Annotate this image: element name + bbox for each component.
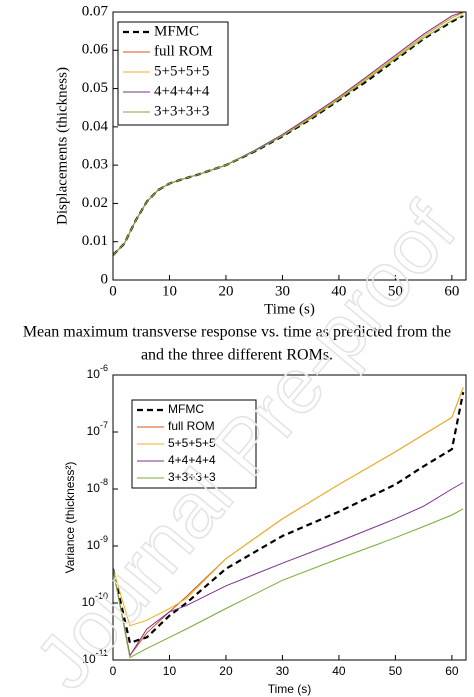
y-tick-label: 0.05 — [82, 80, 108, 96]
x-tick-label: 20 — [219, 664, 233, 678]
x-tick-label: 60 — [445, 664, 459, 678]
chart-1: 0 10 20 30 40 50 60 0 0.01 0.02 0.03 0.04 0.05 0.06 0.… — [54, 3, 467, 317]
y-tick-label: 10-8 — [87, 477, 108, 495]
series-line — [113, 482, 464, 657]
legend-label: 4+4+4+4 — [154, 83, 210, 99]
x-tick-label: 10 — [162, 283, 177, 299]
x-axis-label: Time (s) — [264, 301, 315, 317]
caption-line: and the three different ROMs. — [141, 347, 333, 364]
y-tick-label: 0.02 — [82, 195, 108, 211]
x-tick-label: 20 — [218, 283, 233, 299]
x-tick-label: 0 — [109, 283, 117, 299]
series-line — [113, 387, 464, 627]
legend-box — [117, 21, 229, 126]
x-tick-label: 0 — [110, 664, 117, 678]
axes-box — [112, 11, 467, 281]
legend-label: full ROM — [154, 43, 213, 59]
y-tick-label: 10-9 — [87, 534, 108, 552]
y-tick-label: 0 — [101, 271, 109, 287]
y-tick-label: 0.07 — [82, 3, 109, 19]
series-line — [113, 391, 465, 645]
y-tick-label: 10-7 — [87, 420, 108, 438]
x-tick-label: 30 — [276, 664, 290, 678]
legend-label: MFMC — [168, 402, 204, 416]
series-line — [113, 508, 464, 659]
chart-2: 0 10 20 30 40 50 60 10-11 10-10 10-9 10-8 10-7 10-6 T… — [63, 363, 467, 696]
legend-label: full ROM — [168, 419, 215, 433]
x-tick-label: 50 — [388, 283, 403, 299]
caption-line: Mean maximum transverse response vs. tim… — [23, 324, 451, 341]
x-tick-label: 40 — [332, 664, 346, 678]
series-line — [113, 14, 464, 256]
y-tick-label: 10-6 — [87, 363, 108, 381]
axes-box — [112, 374, 467, 661]
legend-label: 5+5+5+5 — [154, 63, 209, 79]
y-axis-label: Displacements (thickness) — [54, 67, 70, 225]
x-axis-label: Time (s) — [268, 682, 312, 696]
x-tick-label: 30 — [275, 283, 290, 299]
y-tick-label: 0.04 — [82, 118, 109, 134]
x-tick-label: 40 — [331, 283, 346, 299]
y-tick-label: 0.01 — [82, 233, 108, 249]
y-tick-label: 0.06 — [82, 42, 109, 58]
y-tick-label: 0.03 — [82, 157, 108, 173]
y-tick-label: 10-11 — [82, 648, 108, 666]
legend-label: 5+5+5+5 — [168, 436, 216, 450]
y-tick-label: 10-10 — [82, 591, 108, 609]
x-tick-label: 60 — [444, 283, 459, 299]
watermark: Journal Pre-proof — [18, 187, 473, 697]
x-tick-label: 50 — [389, 664, 403, 678]
legend-label: MFMC — [154, 23, 199, 39]
legend-label: 4+4+4+4 — [168, 453, 216, 467]
x-tick-label: 10 — [163, 664, 177, 678]
legend-label: 3+3+3+3 — [154, 103, 209, 119]
legend-label: 3+3+3+3 — [168, 470, 216, 484]
y-axis-label: Variance (thickness²) — [63, 462, 77, 574]
